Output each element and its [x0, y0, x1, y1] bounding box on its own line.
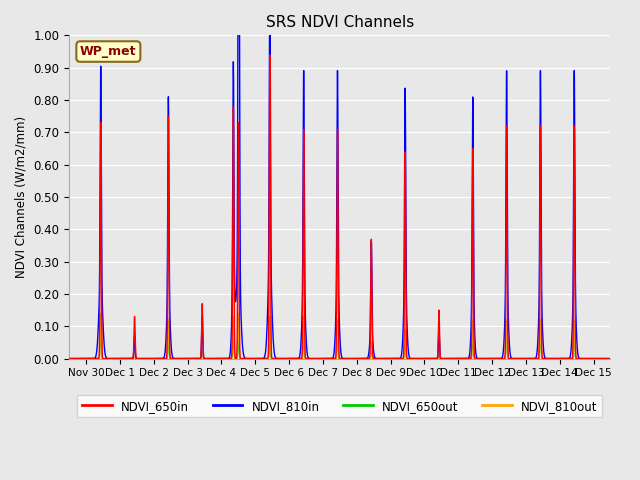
Y-axis label: NDVI Channels (W/m2/mm): NDVI Channels (W/m2/mm): [15, 116, 28, 278]
Title: SRS NDVI Channels: SRS NDVI Channels: [266, 15, 414, 30]
Legend: NDVI_650in, NDVI_810in, NDVI_650out, NDVI_810out: NDVI_650in, NDVI_810in, NDVI_650out, NDV…: [77, 395, 602, 417]
Text: WP_met: WP_met: [80, 45, 136, 58]
